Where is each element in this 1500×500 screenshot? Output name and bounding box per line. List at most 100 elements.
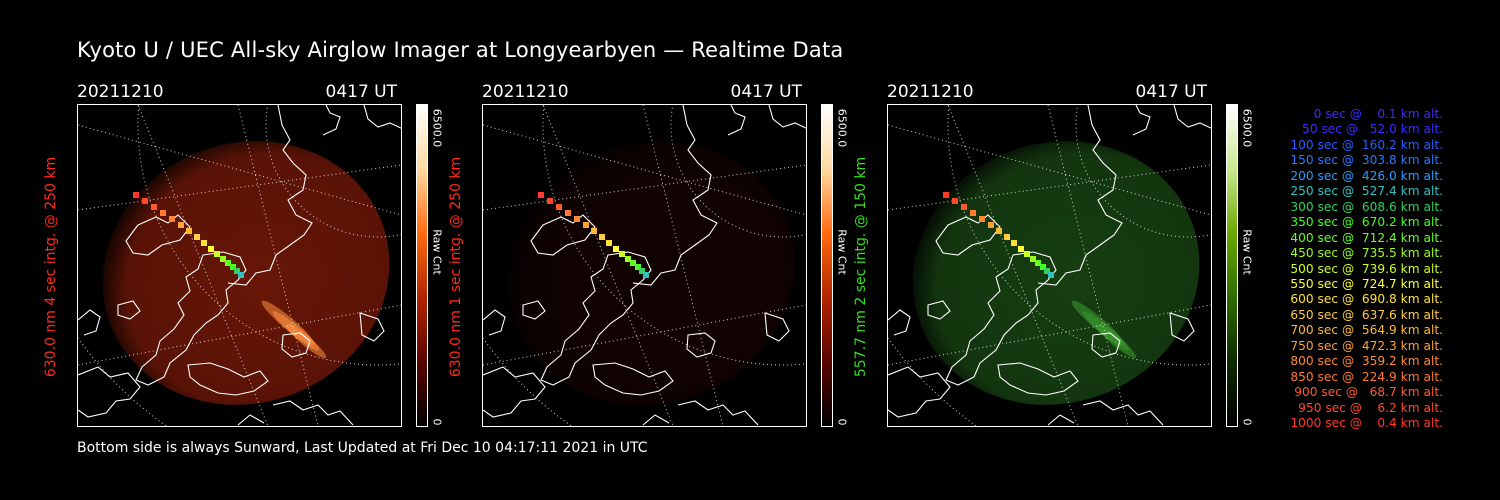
trajectory-point: [220, 256, 226, 262]
aurora-arc: [1095, 323, 1137, 359]
coastline: [1132, 105, 1151, 136]
trajectory-point: [214, 251, 220, 257]
trajectory-point: [151, 204, 157, 210]
panel-date: 20211210: [482, 82, 569, 102]
trajectory-point: [952, 198, 958, 204]
panel-wavelength-label: 630.0 nm 1 sec intg. @ 250 km: [448, 156, 464, 378]
trajectory-point: [1018, 246, 1024, 252]
coastline: [359, 312, 385, 342]
trajectory-point: [208, 246, 214, 252]
legend-entry: 600 sec @ 690.8 km alt.: [1286, 292, 1443, 307]
trajectory-point: [1040, 264, 1046, 270]
longitude-line: [888, 304, 1211, 366]
trajectory-point: [979, 216, 985, 222]
colorbar-zero-label: 0: [835, 418, 849, 426]
trajectory-point: [630, 260, 636, 266]
legend-entry: 1000 sec @ 0.4 km alt.: [1290, 416, 1443, 431]
longitude-line: [78, 304, 401, 366]
longitude-line: [947, 105, 1079, 426]
trajectory-point: [1030, 256, 1036, 262]
coastline: [727, 105, 746, 136]
coastline: [522, 300, 546, 320]
longitude-line: [137, 105, 269, 426]
trajectory-point: [1004, 234, 1010, 240]
trajectory-point: [225, 260, 231, 266]
trajectory-point: [1044, 268, 1050, 274]
coastline: [78, 366, 141, 418]
coastline: [927, 300, 951, 320]
colorbar-unit-label: Raw Cnt: [1240, 229, 1254, 275]
trajectory-point: [133, 192, 139, 198]
panel-time: 0417 UT: [1135, 82, 1208, 102]
trajectory-point: [538, 192, 544, 198]
trajectory-point: [574, 216, 580, 222]
coastline: [125, 214, 191, 256]
legend-entry: 850 sec @ 224.9 km alt.: [1286, 369, 1443, 384]
legend-entry: 900 sec @ 68.7 km alt.: [1290, 385, 1443, 400]
aurora-arc: [285, 323, 327, 359]
colorbar-zero-label: 0: [430, 418, 444, 426]
coastline: [642, 414, 670, 426]
coastline: [888, 309, 911, 336]
trajectory-point: [169, 216, 175, 222]
longitude-line: [483, 304, 806, 366]
colorbar: [1226, 104, 1238, 427]
legend-entry: 950 sec @ 6.2 km alt.: [1294, 400, 1443, 415]
footer-note: Bottom side is always Sunward, Last Upda…: [77, 440, 648, 456]
legend-entry: 450 sec @ 735.5 km alt.: [1286, 246, 1443, 261]
panel-time: 0417 UT: [325, 82, 398, 102]
coastline: [768, 105, 806, 129]
coastline: [1037, 105, 1123, 286]
coastline: [945, 251, 1057, 386]
imager-panel-1: 20211210 0417 UT 630.0 nm 4 sec intg. @ …: [43, 82, 477, 432]
coastline: [187, 362, 269, 396]
coastline: [117, 300, 141, 320]
trajectory-point: [599, 234, 605, 240]
trajectory-point: [565, 210, 571, 216]
legend-entry: 700 sec @ 564.9 km alt.: [1286, 323, 1443, 338]
imager-panel-2: 20211210 0417 UT 630.0 nm 1 sec intg. @ …: [448, 82, 882, 432]
coastline: [1047, 414, 1075, 426]
panel-date: 20211210: [77, 82, 164, 102]
coastline: [997, 362, 1079, 396]
coastline: [483, 309, 506, 336]
legend-entry: 200 sec @ 426.0 km alt.: [1286, 168, 1443, 183]
coastline: [1091, 332, 1121, 358]
coastline: [281, 332, 311, 358]
trajectory-point: [583, 222, 589, 228]
trajectory-point: [556, 204, 562, 210]
panel-wavelength-label: 630.0 nm 4 sec intg. @ 250 km: [43, 156, 59, 378]
legend-entry: 400 sec @ 712.4 km alt.: [1286, 230, 1443, 245]
trajectory-point: [619, 251, 625, 257]
coastline: [935, 214, 1001, 256]
coastline: [1082, 400, 1164, 426]
allsky-image: [887, 104, 1212, 427]
page-title: Kyoto U / UEC All-sky Airglow Imager at …: [77, 38, 844, 62]
coastline: [483, 366, 546, 418]
coastline: [78, 309, 101, 336]
trajectory-point: [970, 210, 976, 216]
colorbar: [821, 104, 833, 427]
coastline: [686, 332, 716, 358]
trajectory-point: [547, 198, 553, 204]
trajectory-point: [996, 228, 1002, 234]
trajectory-point: [643, 272, 649, 278]
trajectory-point: [194, 234, 200, 240]
coastline: [322, 105, 341, 136]
colorbar-max-label: 6500.0: [835, 108, 849, 148]
trajectory-point: [961, 204, 967, 210]
colorbar-unit-label: Raw Cnt: [430, 229, 444, 275]
trajectory-point: [613, 246, 619, 252]
panel-date: 20211210: [887, 82, 974, 102]
colorbar-max-label: 6500.0: [1240, 108, 1254, 148]
legend-entry: 0 sec @ 0.1 km alt.: [1302, 107, 1443, 121]
trajectory-point: [635, 264, 641, 270]
latitude-circle: [947, 105, 1211, 366]
colorbar-zero-label: 0: [1240, 418, 1254, 426]
trajectory-point: [1048, 272, 1054, 278]
allsky-image: [77, 104, 402, 427]
allsky-svg: [483, 105, 806, 426]
trajectory-point: [639, 268, 645, 274]
imager-panel-3: 20211210 0417 UT 557.7 nm 2 sec intg. @ …: [853, 82, 1287, 432]
legend-entry: 250 sec @ 527.4 km alt.: [1286, 184, 1443, 199]
